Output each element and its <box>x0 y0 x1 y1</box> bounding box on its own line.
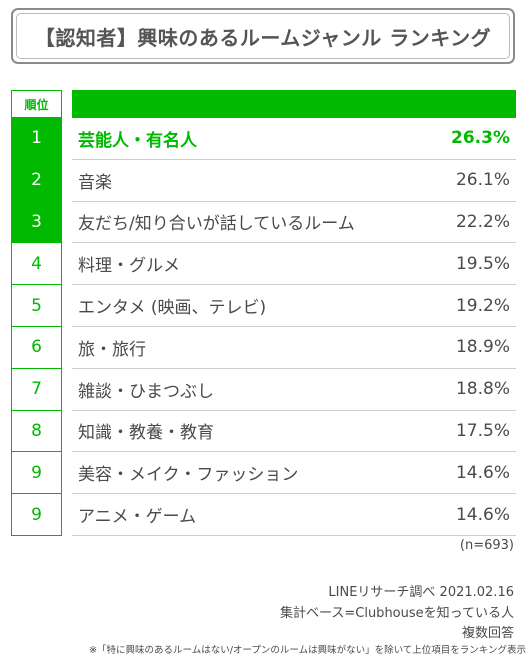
table-row: 9 アニメ・ゲーム 14.6% <box>11 494 516 536</box>
content-cell: 友だち/知り合いが話しているルーム 22.2% <box>72 202 516 244</box>
ranking-table: 順位 1 芸能人・有名人 26.3% 2 音楽 26.1% 3 友だち/知り合いが話しているル… <box>11 90 516 536</box>
rank-cell: 4 <box>11 243 62 286</box>
content-cell: エンタメ (映画、テレビ) 19.2% <box>72 285 516 327</box>
content-cell: 音楽 26.1% <box>72 160 516 202</box>
table-row: 6 旅・旅行 18.9% <box>11 326 516 369</box>
table-row: 7 雑談・ひまつぶし 18.8% <box>11 368 516 411</box>
category-label: 旅・旅行 <box>78 339 146 360</box>
header-bar <box>72 90 516 118</box>
content-cell: 旅・旅行 18.9% <box>72 327 516 369</box>
table-row: 5 エンタメ (映画、テレビ) 19.2% <box>11 285 516 327</box>
chart-title: 【認知者】興味のあるルームジャンル ランキング <box>34 25 492 50</box>
category-label: 知識・教養・教育 <box>78 423 214 444</box>
title-inner-frame: 【認知者】興味のあるルームジャンル ランキング <box>16 13 510 59</box>
base-note: 集計ベース=Clubhouseを知っている人 <box>280 606 514 621</box>
category-label: 芸能人・有名人 <box>78 130 197 151</box>
content-cell: 料理・グルメ 19.5% <box>72 243 516 286</box>
category-label: エンタメ (映画、テレビ) <box>78 298 267 319</box>
category-label: 友だち/知り合いが話しているルーム <box>78 214 355 235</box>
table-body: 1 芸能人・有名人 26.3% 2 音楽 26.1% 3 友だち/知り合いが話しているルーム 2… <box>11 118 516 536</box>
value-label: 22.2% <box>455 211 510 232</box>
content-cell: 知識・教養・教育 17.5% <box>72 411 516 453</box>
category-label: 美容・メイク・ファッション <box>78 465 299 486</box>
content-cell: 芸能人・有名人 26.3% <box>72 118 516 160</box>
rank-cell: 5 <box>11 285 62 327</box>
value-label: 18.9% <box>455 337 510 358</box>
table-row: 3 友だち/知り合いが話しているルーム 22.2% <box>11 201 516 244</box>
rank-cell: 3 <box>11 201 62 244</box>
rank-cell: 1 <box>11 118 62 160</box>
value-label: 19.5% <box>455 253 510 274</box>
source-note: LINEリサーチ調べ 2021.02.16 <box>328 585 514 600</box>
rank-cell: 2 <box>11 159 62 202</box>
table-row: 9 美容・メイク・ファッション 14.6% <box>11 452 516 495</box>
value-label: 26.3% <box>451 128 510 149</box>
footnote: ※「特に興味のあるルームはない/オープンのルームは興味がない」を除いて上位項目を… <box>89 645 526 656</box>
table-row: 1 芸能人・有名人 26.3% <box>11 118 516 160</box>
category-label: アニメ・ゲーム <box>78 507 197 528</box>
rank-cell: 7 <box>11 368 62 411</box>
value-label: 14.6% <box>455 504 510 525</box>
rank-column-header: 順位 <box>11 90 62 118</box>
table-row: 4 料理・グルメ 19.5% <box>11 243 516 286</box>
answer-type-note: 複数回答 <box>461 626 514 641</box>
category-label: 料理・グルメ <box>78 256 180 277</box>
rank-cell: 8 <box>11 410 62 453</box>
category-label: 雑談・ひまつぶし <box>78 381 214 402</box>
content-cell: アニメ・ゲーム 14.6% <box>72 494 516 536</box>
sample-size-note: (n=693) <box>459 538 514 553</box>
category-label: 音楽 <box>78 172 112 193</box>
rank-cell: 9 <box>11 494 62 536</box>
table-header-row: 順位 <box>11 90 516 118</box>
value-label: 19.2% <box>455 295 510 316</box>
value-label: 18.8% <box>455 379 510 400</box>
title-box: 【認知者】興味のあるルームジャンル ランキング <box>11 8 515 64</box>
value-label: 17.5% <box>455 420 510 441</box>
content-cell: 雑談・ひまつぶし 18.8% <box>72 369 516 411</box>
value-label: 26.1% <box>455 170 510 191</box>
table-row: 8 知識・教養・教育 17.5% <box>11 410 516 453</box>
rank-cell: 6 <box>11 326 62 369</box>
rank-cell: 9 <box>11 452 62 495</box>
table-row: 2 音楽 26.1% <box>11 159 516 202</box>
content-cell: 美容・メイク・ファッション 14.6% <box>72 452 516 495</box>
value-label: 14.6% <box>455 462 510 483</box>
